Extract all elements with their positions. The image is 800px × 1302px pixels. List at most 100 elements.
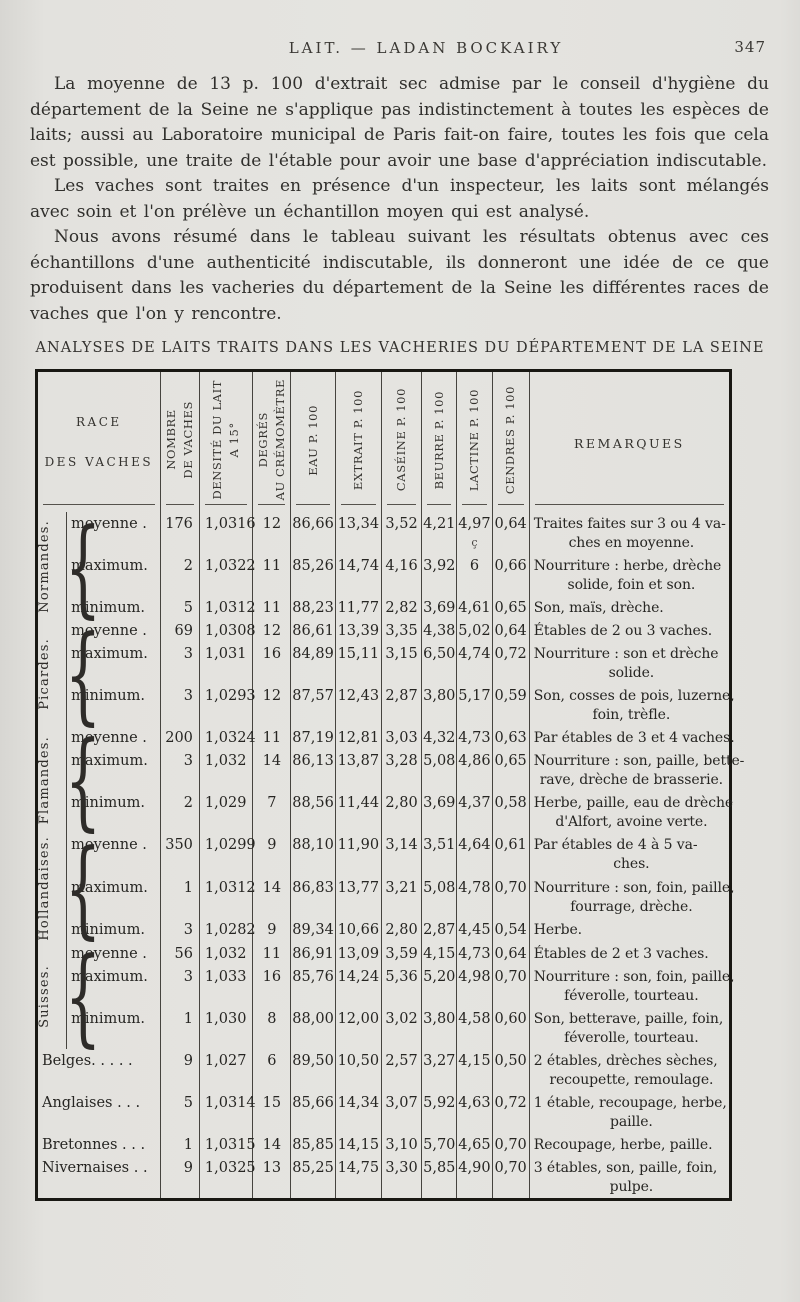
degres-cell: 11 bbox=[252, 941, 291, 965]
header-eau-text: EAU P. 100 bbox=[305, 404, 320, 476]
lactine-value: 4,74 bbox=[458, 646, 491, 662]
cendres-value: 0,54 bbox=[494, 922, 527, 939]
caseine-value: 2,80 bbox=[385, 922, 418, 939]
degres-cell: 14 bbox=[252, 1132, 291, 1156]
densite-cell: 1,0324 bbox=[198, 726, 256, 749]
remark-line: ches. bbox=[613, 856, 650, 872]
cendres-cell: 0,60 bbox=[491, 1006, 530, 1049]
nombre-value: 2 bbox=[183, 558, 193, 574]
milk-analysis-table: RACE DES VACHES NOMBRE DE VACHES DENSITÉ… bbox=[35, 369, 744, 1201]
beurre-cell: 4,21 bbox=[421, 512, 457, 554]
lactine-cell: 4,78 bbox=[456, 875, 493, 919]
densite-value: 1,031 bbox=[204, 646, 247, 662]
remarks-cell: Nourriture : herbe, drèche solide, foin e… bbox=[528, 554, 731, 596]
densite-value: 1,0316 bbox=[204, 516, 256, 532]
beurre-value: 4,32 bbox=[423, 730, 456, 746]
lactine-value: 4,15 bbox=[458, 1052, 491, 1069]
race-group-label: Suisses. bbox=[37, 964, 52, 1028]
degres-value: 7 bbox=[267, 795, 277, 811]
cendres-cell: 0,50 bbox=[491, 1048, 530, 1091]
eau-value: 86,83 bbox=[292, 879, 334, 896]
degres-cell: 6 bbox=[252, 1048, 291, 1091]
lactine-value: 4,86 bbox=[458, 753, 491, 769]
extrait-value: 13,09 bbox=[337, 945, 380, 962]
remark-line: Nourriture : son, foin, paille, bbox=[533, 879, 735, 896]
lactine-value: 4,73 bbox=[458, 730, 491, 746]
cendres-value: 0,70 bbox=[494, 968, 527, 985]
remarks-cell: Herbe. bbox=[528, 918, 731, 942]
row-label-cell: moyenne . bbox=[66, 512, 161, 554]
eau-cell: 88,56 bbox=[290, 791, 336, 833]
lactine-cell: 4,73 bbox=[456, 726, 493, 749]
beurre-value: 5,08 bbox=[423, 753, 456, 769]
row-label: moyenne . bbox=[71, 837, 147, 853]
header-race: RACE DES VACHES bbox=[37, 371, 161, 513]
eau-cell: 89,50 bbox=[290, 1048, 336, 1091]
remarks-cell: Son, betterave, paille, foin, féverolle, … bbox=[528, 1006, 731, 1049]
beurre-cell: 5,08 bbox=[421, 875, 457, 919]
cendres-cell: 0,65 bbox=[491, 596, 530, 619]
beurre-value: 5,85 bbox=[423, 1159, 456, 1176]
beurre-cell: 3,51 bbox=[421, 833, 457, 876]
row-label-cell: maximum. bbox=[66, 642, 161, 684]
extrait-cell: 14,15 bbox=[334, 1132, 382, 1156]
remark-line: Étables de 2 et 3 vaches. bbox=[533, 945, 709, 962]
lactine-value: 6 bbox=[469, 558, 480, 574]
caseine-cell: 2,80 bbox=[380, 791, 422, 833]
table-caption: ANALYSES DE LAITS TRAITS DANS LES VACHER… bbox=[35, 340, 765, 356]
extrait-cell: 15,11 bbox=[334, 642, 382, 684]
table-row: minimum. 5 1,0312 11 88,23 11,77 2,82 3,69 4,61 0… bbox=[37, 596, 731, 619]
nombre-cell: 3 bbox=[159, 684, 200, 726]
degres-value: 14 bbox=[262, 879, 282, 896]
extrait-value: 11,44 bbox=[337, 795, 380, 811]
page-title: LAIT. — LADAN BOCKAIRY bbox=[288, 39, 564, 57]
cendres-cell: 0,66 bbox=[491, 554, 530, 596]
eau-value: 85,26 bbox=[292, 558, 334, 574]
cendres-value: 0,50 bbox=[494, 1052, 527, 1069]
densite-cell: 1,029 bbox=[198, 791, 253, 833]
extrait-cell: 13,39 bbox=[334, 619, 382, 642]
row-label: minimum. bbox=[71, 1010, 145, 1027]
densite-value: 1,0312 bbox=[204, 600, 256, 616]
eau-value: 87,19 bbox=[292, 730, 334, 746]
eau-value: 86,66 bbox=[292, 516, 334, 532]
remarks-cell: Son, cosses de pois, luzerne, foin, trèfl… bbox=[528, 684, 735, 726]
degres-cell: 15 bbox=[252, 1090, 291, 1133]
row-label-cell: maximum. bbox=[66, 554, 161, 596]
caseine-cell: 3,28 bbox=[380, 749, 422, 791]
race-group-label: Picardes. bbox=[37, 637, 52, 710]
densite-value: 1,027 bbox=[204, 1052, 247, 1069]
remarks-cell: Nourriture : son et drèche solide. bbox=[528, 642, 731, 684]
nombre-value: 1 bbox=[183, 1136, 193, 1153]
eau-cell: 85,25 bbox=[290, 1155, 336, 1200]
lactine-cell: 4,86 bbox=[456, 749, 493, 791]
densite-cell: 1,0299 bbox=[198, 833, 256, 876]
caseine-value: 3,30 bbox=[385, 1159, 418, 1176]
remarks-cell: Étables de 2 ou 3 vaches. bbox=[528, 619, 731, 642]
lactine-value: 4,37 bbox=[458, 795, 491, 811]
cendres-cell: 0,72 bbox=[491, 1090, 530, 1133]
beurre-value: 5,20 bbox=[423, 968, 456, 985]
nombre-value: 3 bbox=[183, 646, 193, 662]
beurre-value: 3,69 bbox=[423, 600, 456, 616]
race-group-label: Hollandaises. bbox=[37, 836, 52, 941]
beurre-cell: 5,70 bbox=[421, 1132, 457, 1156]
densite-cell: 1,0293 bbox=[198, 684, 256, 726]
nombre-cell: 200 bbox=[159, 726, 200, 749]
remark-line: Nourriture : son et drèche bbox=[533, 646, 719, 662]
eau-cell: 85,66 bbox=[290, 1090, 336, 1133]
degres-cell: 12 bbox=[252, 512, 291, 554]
extrait-cell: 14,75 bbox=[334, 1155, 382, 1200]
lactine-cell: 6 bbox=[456, 554, 493, 596]
cendres-cell: 0,54 bbox=[491, 918, 530, 942]
extrait-value: 14,75 bbox=[337, 1159, 380, 1176]
nombre-value: 69 bbox=[174, 623, 193, 639]
table-row: Nivernaises . . 9 1,0325 13 85,25 14,75 3,30 5,… bbox=[37, 1155, 731, 1200]
row-label: minimum. bbox=[71, 795, 145, 811]
caseine-value: 3,35 bbox=[385, 623, 418, 639]
remarks-cell: Étables de 2 et 3 vaches. bbox=[528, 941, 731, 965]
row-label: maximum. bbox=[71, 646, 148, 662]
header-lactine-text: LACTINE P. 100 bbox=[466, 388, 481, 492]
table-row: maximum. 3 1,032 14 86,13 13,87 3,28 5,08 4,86 0,… bbox=[37, 749, 744, 791]
row-label-cell: Nivernaises . . bbox=[37, 1156, 161, 1200]
